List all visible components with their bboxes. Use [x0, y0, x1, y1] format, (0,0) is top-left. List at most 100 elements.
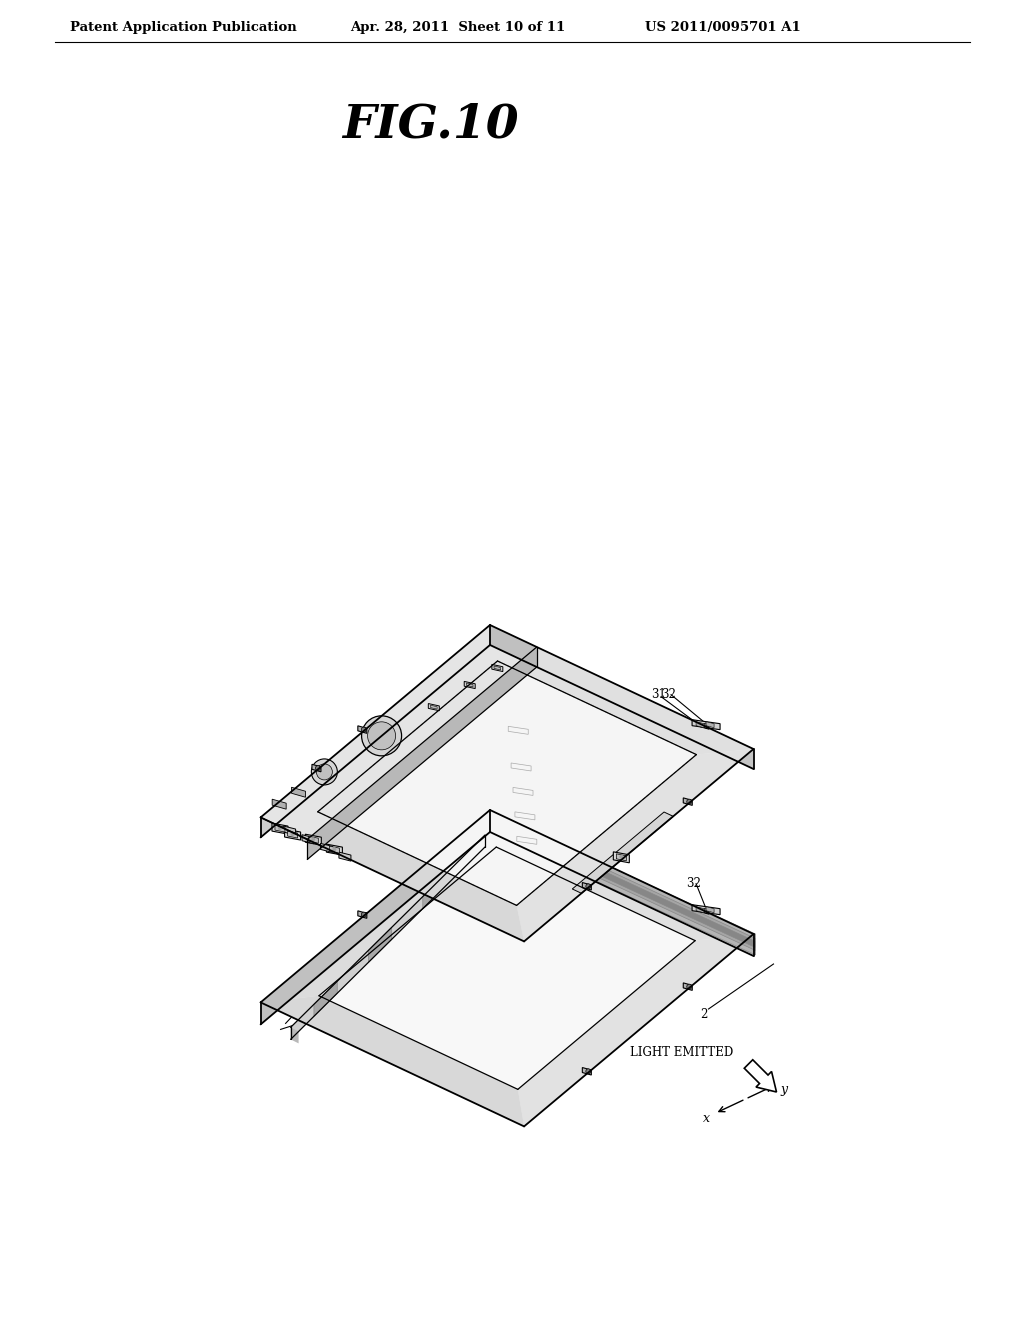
- Polygon shape: [488, 814, 756, 950]
- Polygon shape: [488, 817, 756, 948]
- Circle shape: [311, 837, 315, 841]
- Text: 31: 31: [651, 688, 666, 701]
- Polygon shape: [488, 810, 756, 954]
- Circle shape: [316, 764, 333, 780]
- Text: y: y: [780, 1084, 787, 1096]
- Text: Patent Application Publication: Patent Application Publication: [70, 21, 297, 34]
- Text: 1: 1: [552, 853, 559, 866]
- Text: 32: 32: [649, 964, 665, 977]
- Text: 6: 6: [419, 681, 426, 694]
- Circle shape: [311, 759, 337, 785]
- Polygon shape: [494, 667, 501, 671]
- FancyArrow shape: [744, 1060, 776, 1092]
- Polygon shape: [696, 722, 705, 727]
- Circle shape: [361, 912, 367, 917]
- Text: b21(22b): b21(22b): [515, 849, 569, 862]
- Polygon shape: [260, 810, 497, 1002]
- Polygon shape: [357, 726, 367, 734]
- Polygon shape: [423, 874, 446, 908]
- Circle shape: [687, 985, 692, 989]
- Text: 32: 32: [398, 904, 414, 917]
- Polygon shape: [260, 810, 490, 1024]
- Polygon shape: [305, 834, 322, 845]
- Polygon shape: [369, 928, 392, 962]
- Polygon shape: [288, 832, 298, 838]
- Polygon shape: [272, 824, 288, 834]
- Text: 32: 32: [301, 972, 315, 983]
- Text: Apr. 28, 2011  Sheet 10 of 11: Apr. 28, 2011 Sheet 10 of 11: [350, 21, 565, 34]
- Circle shape: [333, 847, 336, 851]
- Text: US 2011/0095701 A1: US 2011/0095701 A1: [645, 21, 801, 34]
- Polygon shape: [464, 681, 475, 689]
- Text: b22(22b): b22(22b): [301, 999, 354, 1012]
- Text: 3: 3: [438, 665, 446, 678]
- Polygon shape: [490, 624, 754, 755]
- Polygon shape: [272, 799, 286, 809]
- Polygon shape: [490, 810, 754, 956]
- Text: a1 (22a): a1 (22a): [572, 810, 622, 824]
- Circle shape: [278, 826, 282, 830]
- Polygon shape: [683, 797, 692, 805]
- Text: FIG.10: FIG.10: [342, 102, 518, 148]
- Polygon shape: [490, 624, 537, 667]
- Polygon shape: [308, 836, 318, 843]
- Polygon shape: [490, 624, 754, 770]
- Text: 61b: 61b: [630, 903, 652, 916]
- Text: 61b: 61b: [331, 805, 353, 818]
- Polygon shape: [357, 911, 367, 919]
- Polygon shape: [317, 661, 696, 906]
- Polygon shape: [339, 853, 351, 861]
- Circle shape: [703, 908, 709, 913]
- Polygon shape: [260, 624, 537, 840]
- Text: x: x: [703, 1111, 711, 1125]
- Polygon shape: [330, 846, 339, 853]
- Polygon shape: [707, 722, 714, 727]
- Text: 32: 32: [649, 779, 665, 792]
- Polygon shape: [696, 907, 705, 912]
- Polygon shape: [616, 854, 627, 861]
- Text: 2: 2: [699, 1007, 708, 1020]
- Polygon shape: [292, 787, 305, 797]
- Polygon shape: [260, 810, 490, 1024]
- Polygon shape: [327, 843, 342, 855]
- Text: 32: 32: [686, 878, 701, 890]
- Polygon shape: [260, 995, 524, 1126]
- Polygon shape: [490, 810, 754, 941]
- Polygon shape: [260, 624, 754, 941]
- Text: LIGHT EMITTED: LIGHT EMITTED: [630, 1045, 733, 1059]
- Text: 4b: 4b: [344, 829, 359, 842]
- Circle shape: [361, 727, 367, 733]
- Circle shape: [620, 855, 624, 859]
- Polygon shape: [285, 829, 301, 840]
- Polygon shape: [260, 812, 524, 941]
- Polygon shape: [466, 682, 473, 686]
- Polygon shape: [488, 818, 756, 946]
- Circle shape: [586, 1069, 591, 1074]
- Polygon shape: [700, 907, 709, 915]
- Polygon shape: [428, 704, 439, 710]
- Polygon shape: [260, 810, 754, 1126]
- Text: 61a: 61a: [623, 891, 644, 904]
- Polygon shape: [430, 705, 437, 709]
- Text: b12 (22b): b12 (22b): [569, 797, 628, 810]
- Polygon shape: [291, 836, 485, 1039]
- Circle shape: [291, 832, 295, 836]
- Text: 32: 32: [398, 719, 414, 733]
- Text: 32: 32: [662, 688, 676, 701]
- Polygon shape: [260, 624, 490, 837]
- Circle shape: [586, 884, 591, 888]
- Polygon shape: [683, 983, 692, 990]
- Polygon shape: [583, 883, 591, 890]
- Polygon shape: [260, 624, 498, 817]
- Polygon shape: [516, 748, 754, 941]
- Polygon shape: [312, 764, 321, 772]
- Text: a2(22a): a2(22a): [305, 1012, 351, 1026]
- Text: 4a: 4a: [606, 867, 621, 880]
- Text: b11(22b): b11(22b): [569, 824, 624, 837]
- Polygon shape: [321, 843, 333, 853]
- Polygon shape: [613, 851, 630, 863]
- Text: 61a: 61a: [323, 793, 344, 807]
- Text: 31: 31: [636, 886, 651, 898]
- Polygon shape: [492, 664, 503, 672]
- Circle shape: [368, 722, 395, 750]
